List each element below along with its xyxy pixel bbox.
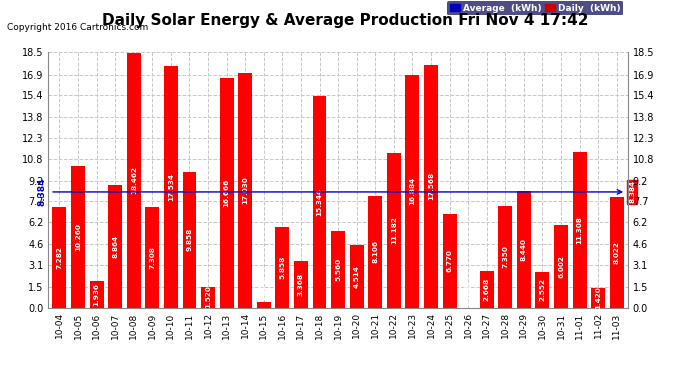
Bar	[424, 65, 438, 308]
Bar	[517, 191, 531, 308]
Text: 2.668: 2.668	[484, 278, 490, 301]
Text: 8.106: 8.106	[372, 240, 378, 263]
Bar	[498, 206, 512, 308]
Text: 5.560: 5.560	[335, 258, 341, 281]
Text: 17.568: 17.568	[428, 172, 434, 201]
Bar	[146, 207, 159, 308]
Bar	[591, 288, 605, 308]
Bar	[238, 73, 252, 308]
Text: 11.308: 11.308	[577, 216, 582, 243]
Text: 11.182: 11.182	[391, 216, 397, 244]
Bar	[480, 271, 493, 308]
Text: 8.440: 8.440	[521, 238, 527, 261]
Bar	[219, 78, 234, 308]
Text: 15.344: 15.344	[317, 188, 322, 216]
Bar	[52, 207, 66, 308]
Text: 7.282: 7.282	[57, 246, 63, 269]
Text: 2.552: 2.552	[540, 278, 546, 302]
Text: 8.864: 8.864	[112, 235, 118, 258]
Text: 8.022: 8.022	[613, 241, 620, 264]
Text: 7.308: 7.308	[149, 246, 155, 268]
Text: 8.384: 8.384	[629, 180, 635, 203]
Legend: Average  (kWh), Daily  (kWh): Average (kWh), Daily (kWh)	[447, 1, 623, 15]
Bar	[71, 166, 85, 308]
Text: 7.350: 7.350	[502, 245, 509, 268]
Text: 17.030: 17.030	[242, 176, 248, 204]
Bar	[627, 180, 637, 204]
Text: 3.368: 3.368	[298, 273, 304, 296]
Text: 1.420: 1.420	[595, 286, 601, 309]
Text: 6.002: 6.002	[558, 255, 564, 278]
Text: 5.858: 5.858	[279, 255, 286, 279]
Bar	[127, 53, 141, 307]
Bar	[350, 245, 364, 308]
Text: 16.884: 16.884	[409, 177, 415, 205]
Bar	[535, 272, 549, 308]
Text: 10.260: 10.260	[75, 223, 81, 251]
Bar	[294, 261, 308, 308]
Text: 16.666: 16.666	[224, 178, 230, 207]
Text: Copyright 2016 Cartronics.com: Copyright 2016 Cartronics.com	[7, 22, 148, 32]
Bar	[406, 75, 420, 308]
Bar	[90, 281, 104, 308]
Bar	[275, 227, 289, 308]
Bar	[201, 286, 215, 308]
Text: 4.514: 4.514	[354, 265, 359, 288]
Bar	[368, 196, 382, 308]
Bar	[108, 185, 122, 308]
Text: 18.462: 18.462	[130, 166, 137, 194]
Bar	[183, 172, 197, 308]
Bar	[313, 96, 326, 308]
Bar	[164, 66, 178, 308]
Text: 9.858: 9.858	[186, 228, 193, 251]
Text: Daily Solar Energy & Average Production Fri Nov 4 17:42: Daily Solar Energy & Average Production …	[101, 13, 589, 28]
Text: 1.936: 1.936	[94, 283, 99, 306]
Bar	[610, 197, 624, 308]
Bar	[573, 152, 586, 308]
Bar	[442, 214, 457, 308]
Bar	[554, 225, 568, 308]
Bar	[331, 231, 345, 308]
Text: 8.384: 8.384	[37, 178, 46, 206]
Text: 0.378: 0.378	[261, 277, 267, 300]
Bar	[257, 302, 270, 307]
Text: 6.770: 6.770	[446, 249, 453, 272]
Text: 1.520: 1.520	[205, 286, 211, 309]
Bar	[387, 153, 401, 308]
Text: 17.534: 17.534	[168, 173, 174, 201]
Text: 0.000: 0.000	[465, 283, 471, 305]
